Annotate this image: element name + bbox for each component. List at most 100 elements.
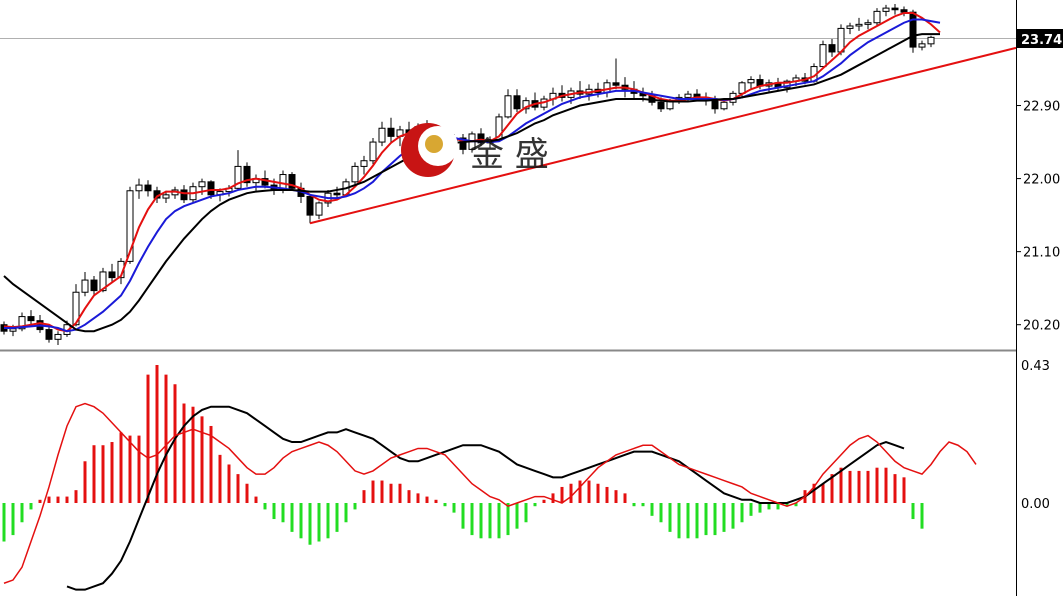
histogram-bar xyxy=(488,503,492,539)
histogram-bar xyxy=(335,503,339,532)
histogram-bar xyxy=(776,503,780,510)
histogram-bar xyxy=(389,483,393,503)
candle xyxy=(90,276,98,297)
candle xyxy=(747,76,755,90)
histogram-bar xyxy=(848,470,852,503)
histogram-bar xyxy=(155,365,159,503)
candle-body xyxy=(180,189,188,201)
histogram-bar xyxy=(416,493,420,503)
histogram-bar xyxy=(506,503,510,536)
histogram-bar xyxy=(308,503,312,545)
price-tick-label: 22.00 xyxy=(1023,173,1060,188)
candle-body xyxy=(846,25,854,29)
histogram-bar xyxy=(47,496,51,503)
histogram-bar xyxy=(497,503,501,539)
candle xyxy=(351,162,359,186)
histogram-bar xyxy=(218,454,222,503)
histogram-bar xyxy=(74,490,78,503)
histogram-bar xyxy=(182,403,186,503)
histogram-bar xyxy=(110,442,114,503)
candle xyxy=(918,40,926,51)
candle-body xyxy=(144,184,152,192)
candle xyxy=(54,331,62,345)
candle-body xyxy=(459,137,467,150)
histogram-bar xyxy=(281,503,285,523)
candle xyxy=(360,155,368,175)
watermark-logo: 金 盛 xyxy=(401,123,549,177)
candle xyxy=(891,4,899,15)
candle xyxy=(819,40,827,69)
histogram-bar xyxy=(740,503,744,523)
histogram-bar xyxy=(65,496,69,503)
support-trendline xyxy=(309,46,1017,225)
histogram-bar xyxy=(758,503,762,513)
histogram-bar xyxy=(668,503,672,532)
histogram-bar xyxy=(443,503,447,507)
macd-line xyxy=(66,405,905,591)
candle xyxy=(882,4,890,17)
histogram-bar xyxy=(767,503,771,510)
histogram-bar xyxy=(11,503,15,536)
histogram-bar xyxy=(533,503,537,507)
candle-body xyxy=(918,43,926,48)
histogram-bar xyxy=(353,503,357,510)
histogram-bar xyxy=(830,474,834,503)
histogram-bar xyxy=(92,445,96,503)
candle xyxy=(846,22,854,35)
histogram-bar xyxy=(470,503,474,536)
histogram-bar xyxy=(56,496,60,503)
histogram-bar xyxy=(425,496,429,503)
candle xyxy=(612,58,620,90)
histogram-bar xyxy=(263,503,267,510)
candle-body xyxy=(351,165,359,183)
candle-body xyxy=(108,271,116,279)
candle xyxy=(81,271,89,297)
histogram-bar xyxy=(551,493,555,503)
candle-body xyxy=(360,160,368,167)
histogram-bar xyxy=(677,503,681,539)
candle-body xyxy=(306,195,314,216)
histogram-bar xyxy=(326,503,330,539)
candle-body xyxy=(261,178,269,186)
indicator-axis: 0.43 0.00 xyxy=(1021,359,1050,512)
candle-body xyxy=(864,22,872,25)
histogram-bar xyxy=(83,461,87,503)
candle-body xyxy=(99,271,107,292)
candle-body xyxy=(711,100,719,110)
candle xyxy=(315,201,323,220)
candle xyxy=(243,162,251,187)
histogram-bar xyxy=(596,483,600,503)
histogram-bar xyxy=(884,467,888,503)
histogram-bar xyxy=(569,483,573,503)
candle xyxy=(45,326,53,343)
candle-body xyxy=(873,10,881,24)
current-price-label: 23.74 xyxy=(1021,33,1062,48)
candle-body xyxy=(135,184,143,192)
candle-body xyxy=(828,44,836,53)
histogram-bar xyxy=(650,503,654,516)
histogram-bar xyxy=(20,503,24,523)
candle-body xyxy=(54,333,62,340)
candle-body xyxy=(81,279,89,293)
candle-body xyxy=(27,316,35,322)
histogram-bar xyxy=(587,480,591,503)
candle xyxy=(162,190,170,203)
candle-body xyxy=(288,174,296,189)
histogram-bar xyxy=(317,503,321,542)
candle-body xyxy=(909,11,917,48)
candle-body xyxy=(603,82,611,94)
histogram-bar xyxy=(479,503,483,539)
candle xyxy=(513,89,521,113)
candle-body xyxy=(207,181,215,196)
candle-body xyxy=(738,82,746,94)
price-panel: 金 盛 xyxy=(0,4,1017,345)
candle-body xyxy=(882,7,890,12)
histogram-bar xyxy=(821,483,825,503)
histogram-bar xyxy=(236,474,240,503)
candle xyxy=(306,194,314,224)
candle xyxy=(864,19,872,30)
histogram-bar xyxy=(695,503,699,539)
histogram-bar xyxy=(911,503,915,520)
histogram-bar xyxy=(866,470,870,503)
histogram-bar xyxy=(902,477,906,503)
